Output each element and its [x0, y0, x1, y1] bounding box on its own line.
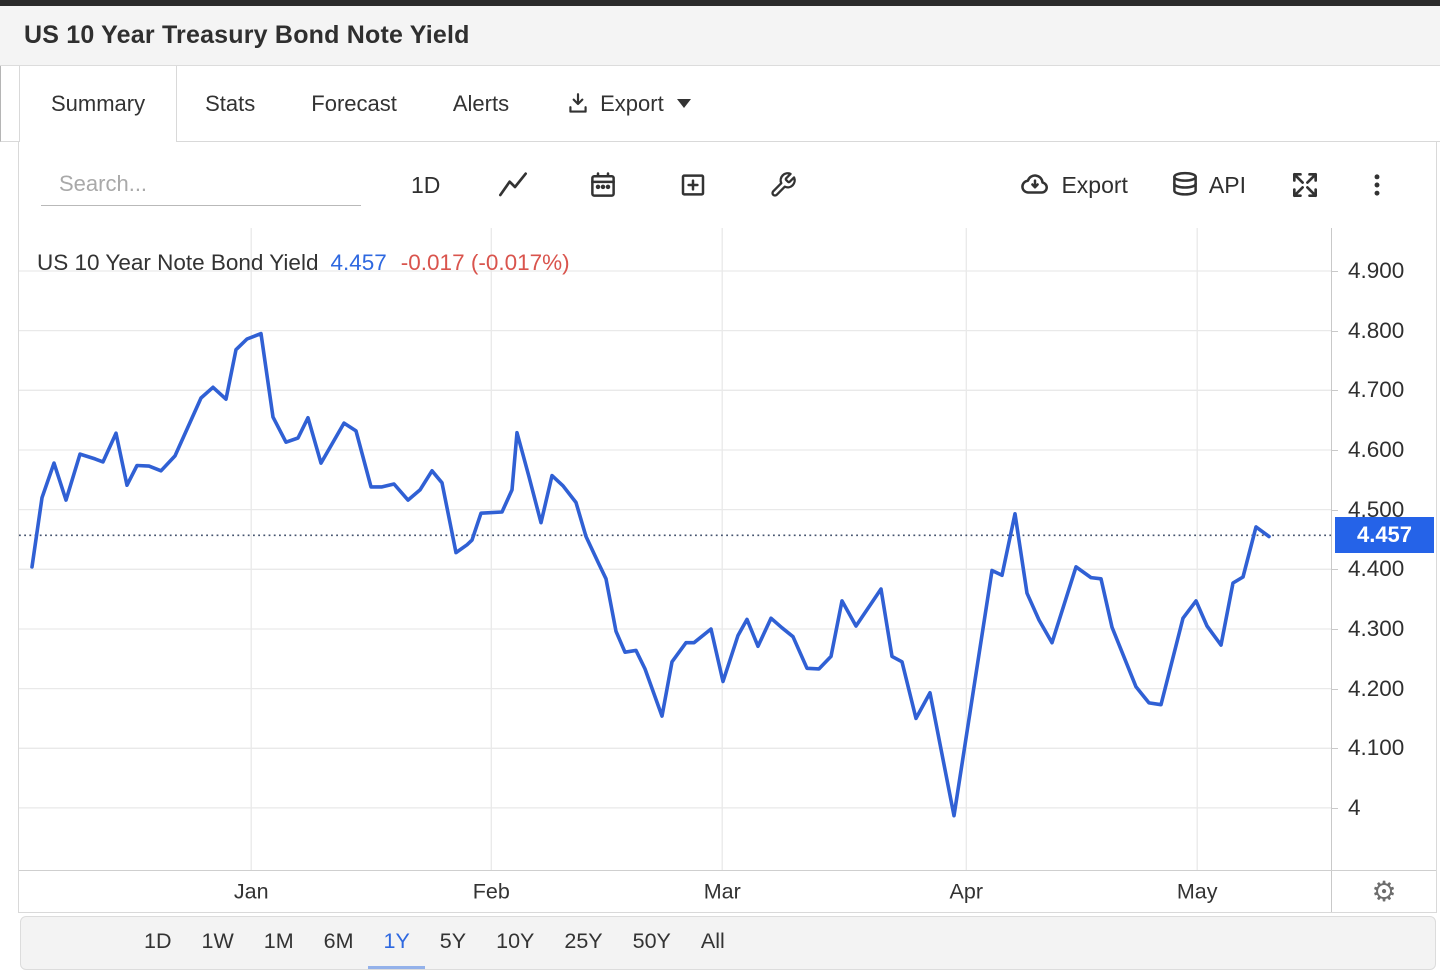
axis-settings-cell: ⚙: [1331, 871, 1436, 912]
cloud-download-icon: [1021, 174, 1049, 194]
page-title: US 10 Year Treasury Bond Note Yield: [24, 21, 470, 49]
y-axis-label: 4.100: [1348, 735, 1405, 761]
search-box: [41, 164, 361, 206]
x-axis-label: May: [1176, 879, 1218, 903]
y-axis-tick: [1332, 628, 1338, 630]
kebab-menu-icon: [1374, 174, 1380, 196]
y-axis-tick: [1332, 449, 1338, 451]
range-button-1w[interactable]: 1W: [201, 929, 234, 953]
y-axis-tick: [1332, 569, 1338, 571]
x-axis-label: Mar: [703, 879, 741, 903]
plus-square-icon: [682, 174, 705, 196]
range-button-1y[interactable]: 1Y: [368, 917, 425, 969]
y-axis-label: 4.400: [1348, 556, 1405, 582]
database-icon: [1173, 171, 1197, 196]
y-axis-label: 4: [1348, 794, 1361, 820]
range-button-all[interactable]: All: [700, 929, 725, 953]
current-value-badge: 4.457: [1335, 517, 1434, 554]
x-axis: Jan Feb Mar Apr May: [19, 871, 1331, 912]
download-icon: [565, 91, 591, 117]
range-button-5y[interactable]: 5Y: [439, 929, 467, 953]
range-selector: 1D 1W 1M 6M 1Y 5Y 10Y 25Y 50Y All: [20, 916, 1436, 970]
add-indicator-button[interactable]: [676, 168, 710, 202]
x-axis-label: Feb: [472, 879, 510, 903]
api-button[interactable]: API: [1170, 170, 1246, 200]
chart-legend: US 10 Year Note Bond Yield 4.457 -0.017 (-…: [37, 250, 570, 276]
y-axis-tick: [1332, 688, 1338, 690]
tab-alerts[interactable]: Alerts: [452, 90, 510, 116]
y-axis-tick: [1332, 330, 1338, 332]
fullscreen-button[interactable]: [1288, 168, 1322, 202]
interval-button[interactable]: 1D: [411, 171, 441, 198]
chart-settings-button[interactable]: [766, 168, 800, 202]
range-button-25y[interactable]: 25Y: [564, 929, 603, 953]
y-axis-label: 4.300: [1348, 615, 1405, 641]
y-axis-label: 4.200: [1348, 675, 1405, 701]
range-button-6m[interactable]: 6M: [323, 929, 354, 953]
tab-strip: Summary Stats Forecast Alerts Export: [0, 66, 1440, 142]
series-change: -0.017 (-0.017%): [400, 250, 570, 275]
search-input[interactable]: [41, 164, 361, 206]
tab-summary[interactable]: Summary: [19, 66, 178, 142]
range-button-50y[interactable]: 50Y: [632, 929, 671, 953]
x-axis-label: Jan: [233, 879, 269, 903]
fullscreen-icon: [1293, 173, 1317, 197]
chart-type-button[interactable]: [496, 168, 530, 202]
tab-stats[interactable]: Stats: [205, 90, 256, 116]
y-axis-label: 4.800: [1348, 317, 1405, 343]
y-axis-tick: [1332, 390, 1338, 392]
y-axis: 4.900 4.800 4.700 4.600 4.500 4.400 4.300 4.200…: [1331, 228, 1436, 870]
tab-export[interactable]: Export: [537, 66, 719, 141]
chart-card: 1D Export: [18, 142, 1437, 913]
gear-icon[interactable]: ⚙: [1371, 875, 1397, 907]
series-label: US 10 Year Note Bond Yield: [37, 250, 319, 275]
y-axis-tick: [1332, 748, 1338, 750]
y-axis-label: 4.600: [1348, 436, 1405, 462]
tab-forecast[interactable]: Forecast: [311, 90, 397, 116]
range-button-1m[interactable]: 1M: [263, 929, 294, 953]
y-axis-tick: [1332, 807, 1338, 809]
chevron-down-icon: [676, 99, 691, 108]
y-axis-tick: [1332, 509, 1338, 511]
y-axis-label: 4.900: [1348, 257, 1405, 283]
y-axis-label: 4.700: [1348, 377, 1405, 403]
chart-plot[interactable]: US 10 Year Note Bond Yield 4.457 -0.017 (-…: [19, 228, 1331, 870]
line-chart-icon: [499, 172, 528, 197]
y-axis-tick: [1332, 270, 1338, 272]
range-button-1d[interactable]: 1D: [144, 929, 172, 953]
chart-area: US 10 Year Note Bond Yield 4.457 -0.017 (-…: [19, 228, 1436, 870]
date-range-button[interactable]: [586, 168, 620, 202]
browser-top-strip: [0, 0, 1440, 6]
calendar-icon: [591, 172, 616, 197]
range-button-10y[interactable]: 10Y: [496, 929, 535, 953]
wrench-icon: [771, 172, 797, 197]
export-button[interactable]: Export: [1018, 170, 1128, 200]
more-options-button[interactable]: [1360, 168, 1394, 202]
chart-toolbar: 1D Export: [19, 142, 1436, 228]
series-value: 4.457: [330, 250, 387, 275]
x-axis-label: Apr: [949, 879, 983, 903]
page-header: US 10 Year Treasury Bond Note Yield: [0, 6, 1440, 66]
x-axis-row: Jan Feb Mar Apr May ⚙: [19, 870, 1436, 912]
